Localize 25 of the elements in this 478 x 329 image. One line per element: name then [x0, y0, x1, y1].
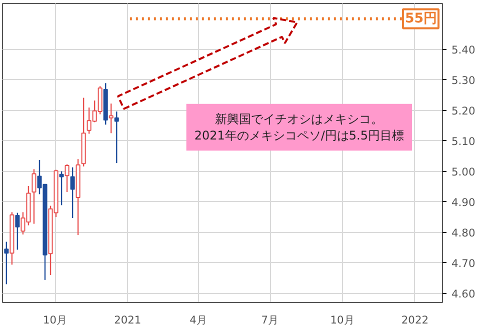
- x-tick-label: 7月: [261, 314, 280, 326]
- annotation: 新興国でイチオシはメキシコ。 2021年のメキシコペソ/円は5.5円目標: [194, 112, 404, 143]
- y-tick-label: 4.80: [452, 226, 476, 240]
- y-tick-label: 5.00: [452, 165, 476, 178]
- y-tick-label: 4.70: [452, 256, 476, 270]
- x-tick-label: 4月: [190, 314, 208, 326]
- candlestick: [64, 164, 70, 193]
- candlestick: [32, 168, 36, 224]
- y-tick-label: 4.60: [452, 287, 476, 300]
- y-tick-label: 5.30: [452, 74, 476, 87]
- y-tick-label: 5.40: [452, 43, 476, 56]
- x-tick-label: 2021: [114, 314, 142, 326]
- y-tick-label: 5.20: [452, 104, 476, 118]
- candlestick: [4, 241, 9, 285]
- ref-line-label: 55円: [404, 11, 437, 26]
- candlestick: [15, 212, 20, 250]
- y-tick-label: 5.10: [452, 134, 476, 148]
- x-tick-label: 10月: [330, 314, 355, 326]
- x-tick-label: 10月: [42, 314, 68, 326]
- candlestick: [108, 102, 114, 134]
- x-tick-label: 2022: [401, 314, 429, 326]
- candlestick: [59, 170, 64, 206]
- candlestick: [70, 166, 75, 219]
- y-tick-label: 4.90: [452, 196, 476, 209]
- candlestick: [114, 110, 119, 164]
